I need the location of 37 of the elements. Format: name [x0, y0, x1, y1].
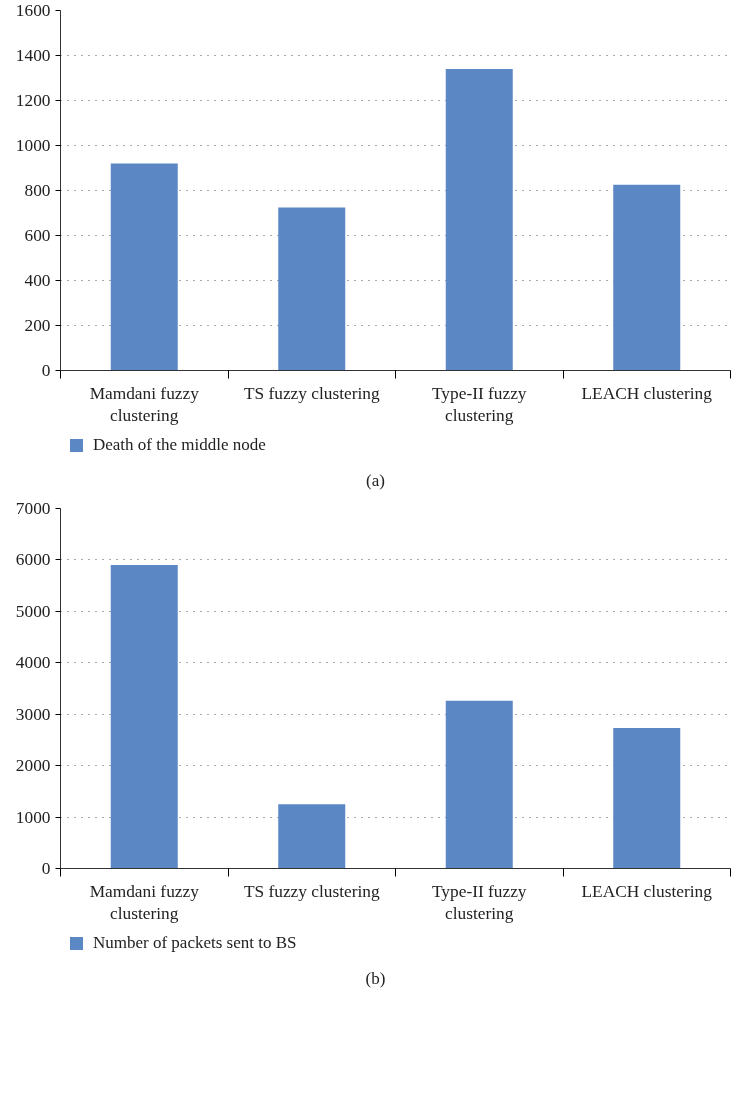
x-tick-label: LEACH clustering — [581, 881, 713, 901]
x-tick-label: Mamdani fuzzy clustering — [89, 881, 200, 924]
bar — [110, 565, 178, 869]
y-tick-label: 3000 — [15, 704, 51, 724]
y-tick-label: 2000 — [15, 756, 51, 776]
y-tick-label: 400 — [24, 271, 51, 290]
x-tick-label: TS fuzzy clustering — [243, 881, 380, 901]
bar — [613, 728, 681, 869]
y-tick-label: 800 — [24, 181, 51, 200]
y-tick-label: 1200 — [15, 91, 51, 110]
y-tick-label: 0 — [41, 361, 51, 380]
x-tick-label: LEACH clustering — [581, 383, 713, 403]
y-tick-label: 200 — [24, 316, 51, 335]
y-tick-label: 1000 — [15, 136, 51, 155]
y-tick-label: 6000 — [15, 550, 51, 570]
bar — [110, 163, 178, 371]
text: (a) — [366, 469, 385, 492]
x-tick-label: Type-II fuzzy clustering — [431, 383, 527, 426]
y-tick-label: 5000 — [15, 602, 51, 622]
bar — [613, 184, 681, 371]
bar — [278, 207, 346, 371]
legend-label: Death of the middle node — [92, 434, 266, 456]
y-tick-label: 1600 — [15, 1, 51, 20]
bar — [445, 701, 513, 869]
y-tick-label: 7000 — [15, 499, 51, 519]
bar — [445, 69, 513, 371]
x-tick-label: TS fuzzy clustering — [243, 383, 380, 403]
legend-label: Number of packets sent to BS — [92, 932, 297, 955]
y-tick-label: 1000 — [15, 807, 51, 827]
y-tick-label: 4000 — [15, 653, 51, 673]
text: (b) — [365, 968, 386, 991]
x-tick-label: Type-II fuzzy clustering — [431, 881, 527, 924]
y-tick-label: 600 — [24, 226, 51, 245]
x-tick-label: Mamdani fuzzy clustering — [89, 383, 200, 426]
bar — [278, 804, 346, 869]
y-tick-label: 1400 — [15, 46, 51, 65]
y-tick-label: 0 — [41, 859, 51, 879]
